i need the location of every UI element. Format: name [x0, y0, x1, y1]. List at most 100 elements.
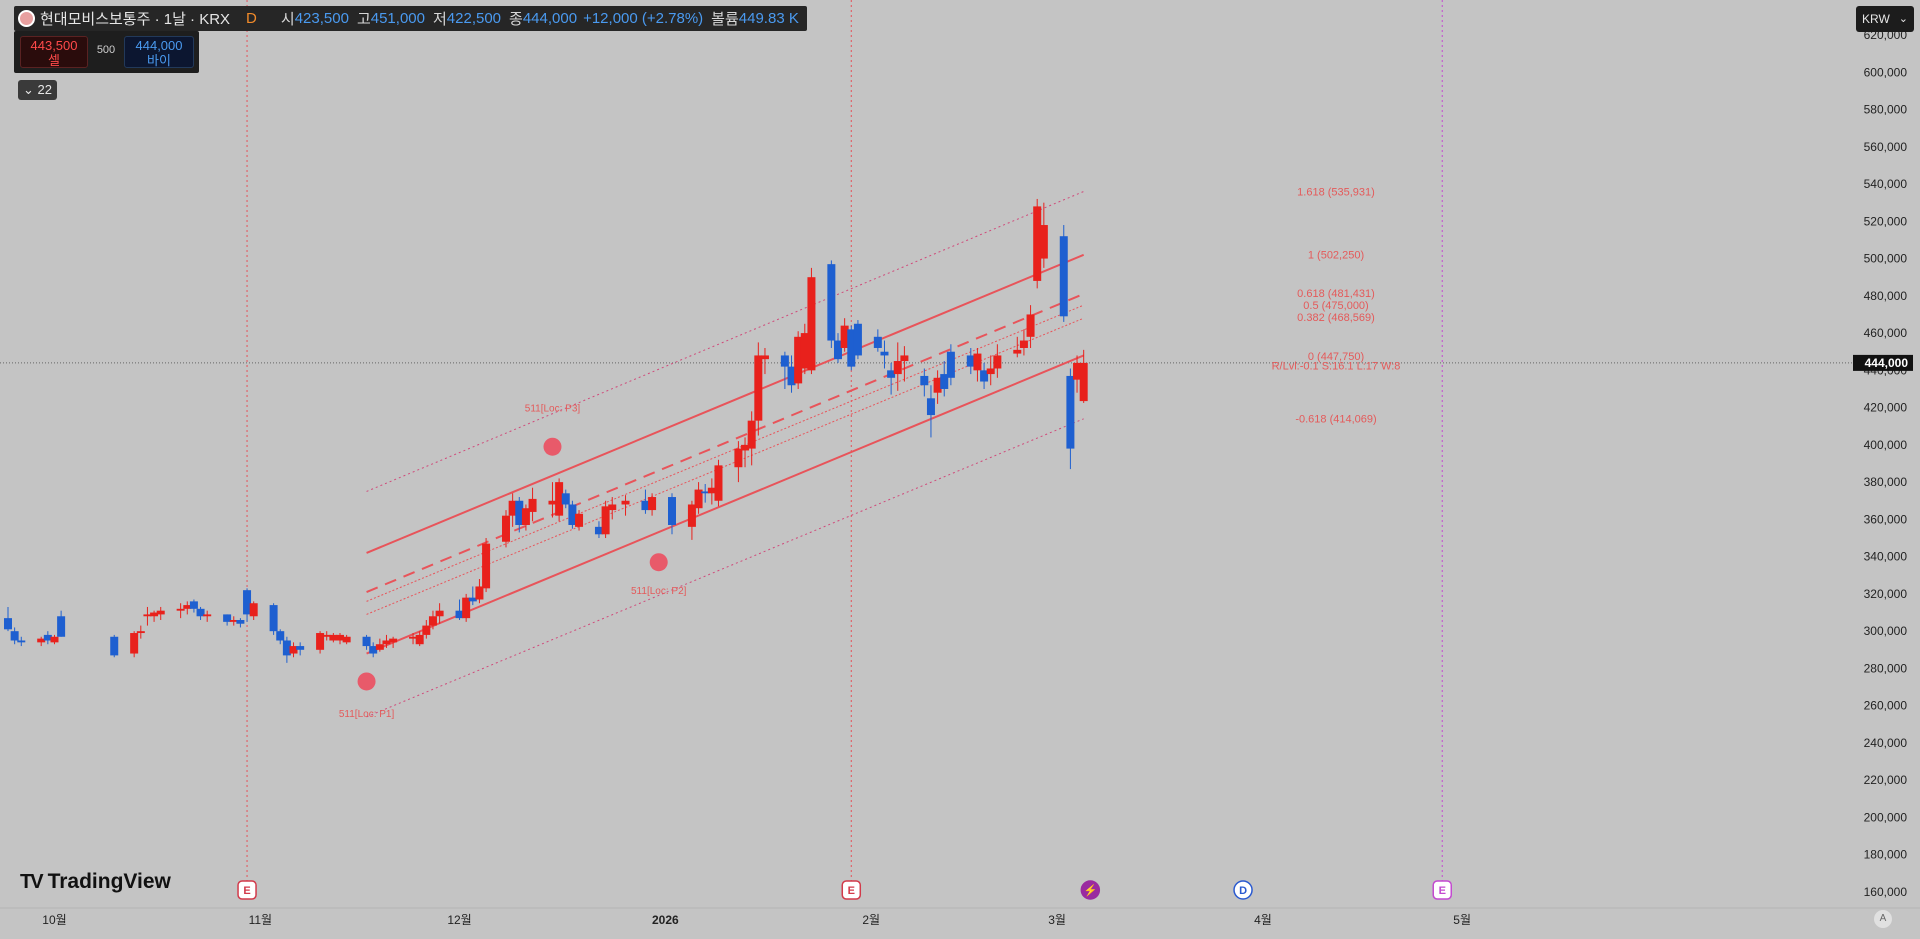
candle-body: [156, 610, 165, 615]
candle-body: [415, 634, 424, 645]
sell-price: 443,500: [30, 38, 78, 53]
candle-body: [57, 616, 66, 637]
event-badge-label: E: [1439, 885, 1446, 897]
candle-body: [236, 619, 245, 624]
candle-body: [229, 619, 238, 622]
tradingview-mark-icon: TV: [20, 870, 44, 893]
fib-level-label: 0.618 (481,431): [1297, 288, 1375, 300]
candle-body: [575, 513, 584, 527]
candle-body: [43, 634, 52, 641]
buy-label: 바이: [147, 53, 171, 68]
candle-body: [183, 605, 192, 609]
pivot-marker: [357, 672, 376, 691]
interval-badge[interactable]: D: [246, 10, 257, 27]
y-tick-label: 280,000: [1864, 661, 1908, 675]
candle-body: [940, 374, 949, 389]
candle-body: [289, 646, 298, 654]
sell-button[interactable]: 443,500 셀: [20, 36, 88, 68]
candle-body: [933, 377, 942, 393]
x-tick-label: 2026: [652, 913, 679, 927]
candle-body: [528, 498, 537, 512]
candle-body: [150, 612, 159, 617]
candle-body: [993, 355, 1002, 369]
fib-level-label: 1.618 (535,931): [1297, 187, 1375, 199]
open-label: 시: [280, 11, 295, 28]
candle-body: [555, 482, 564, 516]
indicators-toggle-button[interactable]: ⌄ 22: [18, 80, 57, 100]
candle-body: [548, 500, 557, 505]
x-tick-label: 5월: [1453, 913, 1471, 927]
candle-body: [521, 508, 530, 525]
candle-body: [707, 487, 716, 494]
x-tick-label: 11월: [249, 913, 273, 927]
candle-body: [986, 368, 995, 375]
currency-select[interactable]: KRW ⌄: [1856, 6, 1914, 32]
candle-body: [468, 597, 477, 602]
candle-body: [973, 353, 982, 371]
y-tick-label: 360,000: [1864, 512, 1908, 526]
candle-body: [714, 465, 723, 501]
candle-body: [362, 636, 371, 647]
y-tick-label: 520,000: [1864, 214, 1908, 228]
buy-button[interactable]: 444,000 바이: [124, 36, 194, 68]
buy-price: 444,000: [135, 38, 183, 53]
x-tick-label: 10월: [42, 913, 66, 927]
candle-body: [980, 370, 989, 382]
candle-body: [780, 355, 789, 367]
symbol-title[interactable]: 현대모비스보통주 · 1날 · KRX: [40, 11, 231, 28]
candle-body: [382, 640, 391, 645]
candle-body: [893, 361, 902, 375]
candle-body: [409, 636, 418, 639]
candle-body: [143, 614, 152, 617]
fib-level-label: 0 (447,750): [1308, 351, 1364, 363]
sell-label: 셀: [48, 53, 60, 68]
fib-level-label: 1 (502,250): [1308, 249, 1364, 261]
candle-body: [322, 634, 331, 637]
candle-body: [375, 644, 384, 650]
candle-body: [282, 640, 291, 656]
event-badge-earnings: [841, 880, 862, 900]
company-logo-icon: [18, 10, 35, 27]
symbol-header[interactable]: 현대모비스보통주 · 1날 · KRX D 시 423,500 고 451,000 …: [14, 6, 807, 31]
candle-body: [754, 355, 763, 421]
y-tick-label: 200,000: [1864, 810, 1908, 824]
candle-body: [1079, 362, 1088, 402]
event-badge-label: E: [243, 885, 250, 897]
y-tick-label: 580,000: [1864, 103, 1908, 117]
auto-scale-button[interactable]: A: [1874, 910, 1892, 928]
candle-body: [1019, 340, 1028, 348]
channel-line-upper-solid: [366, 253, 1085, 554]
y-tick-label: 400,000: [1864, 438, 1908, 452]
y-tick-label: 260,000: [1864, 699, 1908, 713]
candle-body: [966, 355, 975, 367]
tradingview-logo[interactable]: TV TradingView: [20, 870, 171, 894]
fib-level-label: 0.5 (475,000): [1303, 300, 1368, 312]
candle-body: [747, 420, 756, 449]
change-value: +12,000 (+2.78%): [583, 10, 704, 27]
event-badge-label: ⚡: [1083, 884, 1097, 897]
candle-body: [203, 614, 212, 617]
candle-body: [369, 646, 378, 654]
candle-body: [853, 323, 862, 356]
candle-body: [269, 605, 278, 632]
candle-body: [1039, 225, 1048, 259]
candle-body: [621, 500, 630, 505]
candle-body: [462, 597, 471, 619]
low-label: 저: [432, 11, 447, 28]
candle-body: [920, 375, 929, 386]
candle-body: [741, 444, 750, 451]
candle-body: [515, 500, 524, 525]
trade-panel: 443,500 셀 500 444,000 바이: [14, 31, 199, 73]
candle-body: [734, 448, 743, 468]
event-badge-label: D: [1239, 885, 1247, 897]
candle-body: [926, 398, 935, 416]
candle-body: [568, 504, 577, 525]
x-tick-label: 3월: [1048, 913, 1066, 927]
candle-body: [760, 355, 769, 360]
candle-body: [10, 631, 19, 641]
candle-body: [641, 500, 650, 511]
indicator-status-text: R/Lvl:-0.1 S:16.1 L:17 W:8: [1272, 361, 1401, 373]
event-badge-split: [1080, 880, 1101, 900]
